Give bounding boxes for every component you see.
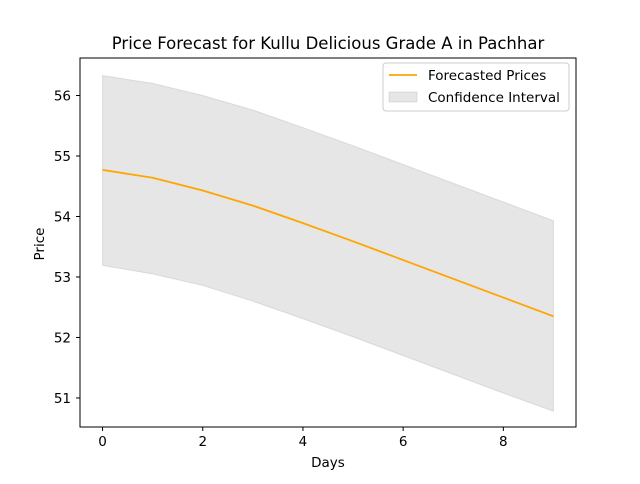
forecast-point <box>152 177 154 179</box>
y-axis-ticks: 51 52 53 54 55 56 <box>54 89 80 407</box>
x-axis-ticks: 0 2 4 6 8 <box>98 427 508 450</box>
y-tick-label: 52 <box>54 330 71 346</box>
forecast-point <box>452 278 454 280</box>
confidence-interval-area <box>102 74 554 412</box>
forecast-point <box>202 190 204 192</box>
x-axis-label: Days <box>311 455 345 471</box>
y-tick-label: 54 <box>54 209 71 225</box>
chart-legend: Forecasted Prices Confidence Interval <box>382 62 570 112</box>
plot-frame <box>79 57 577 428</box>
x-tick-label: 8 <box>499 434 508 450</box>
y-axis-label: Price <box>32 228 48 261</box>
x-tick-label: 6 <box>399 434 408 450</box>
legend-area-swatch <box>388 91 418 103</box>
chart-title: Price Forecast for Kullu Delicious Grade… <box>112 34 545 53</box>
legend-frame <box>382 62 570 112</box>
forecast-point <box>503 297 505 299</box>
y-tick-label: 55 <box>54 149 71 165</box>
y-tick-label: 51 <box>54 391 71 407</box>
forecasted-prices-line <box>102 169 554 318</box>
forecast-point <box>553 316 555 318</box>
x-tick-label: 2 <box>198 434 207 450</box>
forecast-point <box>352 240 354 242</box>
legend-label-forecast: Forecasted Prices <box>428 68 546 84</box>
confidence-band-layer <box>102 74 554 412</box>
forecast-point <box>252 205 254 207</box>
axes <box>79 57 577 428</box>
forecast-point <box>302 222 304 224</box>
y-tick-label: 56 <box>54 89 71 105</box>
forecast-point <box>102 169 104 171</box>
x-tick-label: 0 <box>98 434 107 450</box>
forecast-line-layer <box>102 169 555 318</box>
forecast-point <box>402 259 404 261</box>
legend-label-confidence: Confidence Interval <box>428 90 560 106</box>
x-tick-label: 4 <box>299 434 308 450</box>
y-tick-label: 53 <box>54 270 71 286</box>
